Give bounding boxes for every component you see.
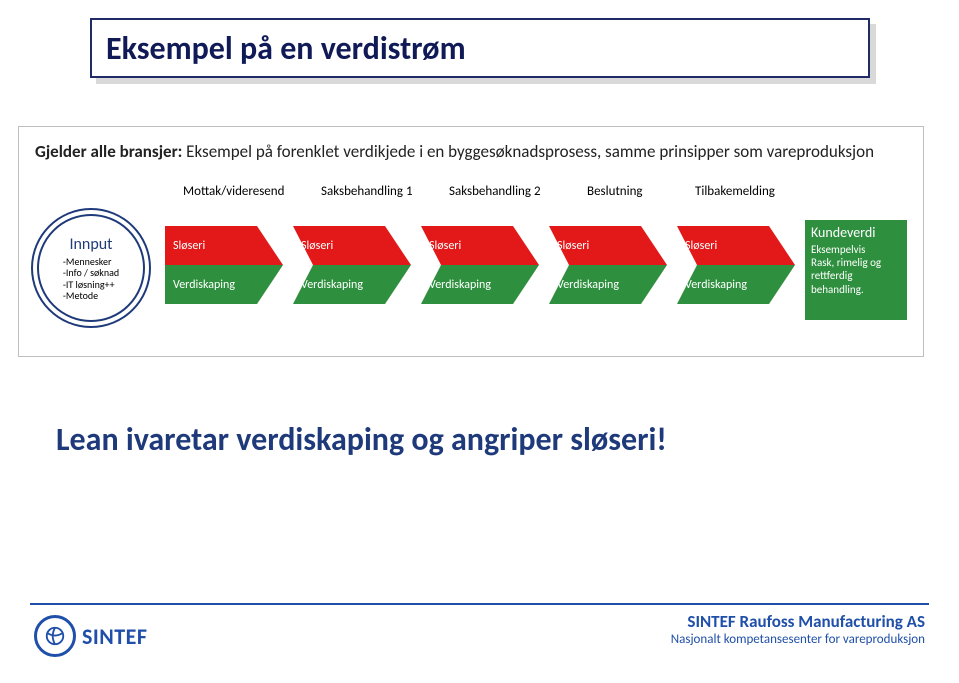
title-text: Eksempel på en verdistrøm [106, 29, 466, 68]
process-arrow: SløseriVerdiskaping [549, 226, 667, 304]
body-panel: Gjelder alle bransjer: Eksempel på foren… [18, 126, 924, 357]
phase-label: Mottak/videresend [183, 184, 284, 199]
lean-statement: Lean ivaretar verdiskaping og angriper s… [56, 420, 667, 459]
globe-icon [44, 625, 66, 647]
output-line: rettferdig [811, 269, 901, 282]
input-items: -Mennesker-Info / søknad-IT løsning++-Me… [63, 256, 119, 302]
output-lines: EksempelvisRask, rimelig ogrettferdigbeh… [811, 243, 901, 296]
footer-line1: SINTEF Raufoss Manufacturing AS [671, 611, 925, 632]
output-box: Kundeverdi EksempelvisRask, rimelig ogre… [805, 220, 907, 320]
process-arrow: SløseriVerdiskaping [293, 226, 411, 304]
process-arrow: SløseriVerdiskaping [421, 226, 539, 304]
phase-labels: Mottak/videresend Saksbehandling 1 Saksbeh… [35, 184, 907, 204]
input-heading: Innput [69, 235, 112, 254]
slide: Eksempel på en verdistrøm Gjelder alle b… [0, 0, 959, 683]
sintef-logo: SINTEF [34, 615, 147, 657]
subtitle-bold: Gjelder alle bransjer: [35, 141, 182, 162]
footer-right: SINTEF Raufoss Manufacturing AS Nasjonal… [671, 611, 925, 647]
output-heading: Kundeverdi [811, 224, 901, 241]
sintef-logo-mark [34, 615, 76, 657]
input-item: -Metode [63, 290, 119, 302]
output-line: Rask, rimelig og [811, 256, 901, 269]
phase-label: Beslutning [587, 184, 643, 199]
sintef-logo-text: SINTEF [82, 623, 147, 650]
subtitle: Gjelder alle bransjer: Eksempel på foren… [35, 141, 907, 162]
output-line: behandling. [811, 283, 901, 296]
process-arrow: SløseriVerdiskaping [677, 226, 795, 304]
footer: SINTEF SINTEF Raufoss Manufacturing AS N… [30, 603, 929, 663]
subtitle-rest: Eksempel på forenklet verdikjede i en by… [182, 141, 874, 162]
title-box: Eksempel på en verdistrøm [90, 18, 870, 78]
footer-line2: Nasjonalt kompetansesenter for vareprodu… [671, 632, 925, 647]
flow-row: Innput -Mennesker-Info / søknad-IT løsni… [35, 210, 907, 330]
process-arrow: SløseriVerdiskaping [165, 226, 283, 304]
input-item: -Info / søknad [63, 267, 119, 279]
phase-label: Saksbehandling 2 [449, 184, 541, 199]
output-line: Eksempelvis [811, 243, 901, 256]
phase-label: Tilbakemelding [695, 184, 775, 199]
phase-label: Saksbehandling 1 [321, 184, 413, 199]
input-ellipse: Innput -Mennesker-Info / søknad-IT løsni… [37, 214, 145, 322]
arrow-top-label: Sløseri [165, 226, 257, 265]
arrow-bottom-label: Verdiskaping [165, 265, 257, 304]
